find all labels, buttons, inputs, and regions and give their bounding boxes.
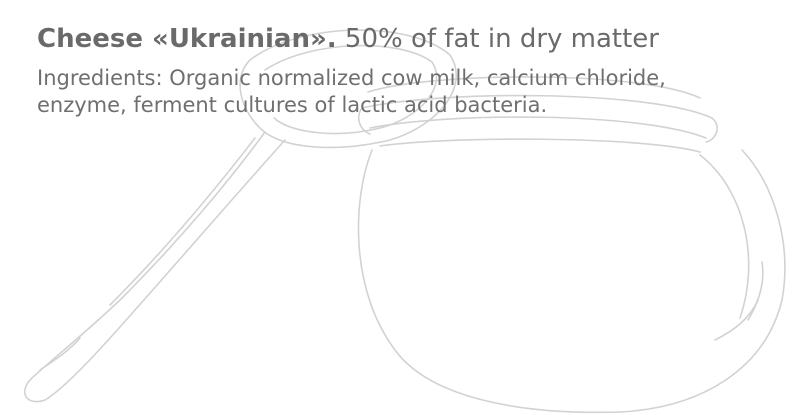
ingredients-line: enzyme, ferment cultures of lactic acid … [37,93,548,117]
product-name: Cheese «Ukrainian». [37,24,337,54]
ingredients-text: Ingredients: Organic normalized cow milk… [37,65,797,119]
fat-content: 50% of fat in dry matter [344,24,659,54]
product-title: Cheese «Ukrainian». 50% of fat in dry ma… [37,22,797,56]
product-description: Cheese «Ukrainian». 50% of fat in dry ma… [37,22,797,119]
ingredients-line: Ingredients: Organic normalized cow milk… [37,66,666,90]
